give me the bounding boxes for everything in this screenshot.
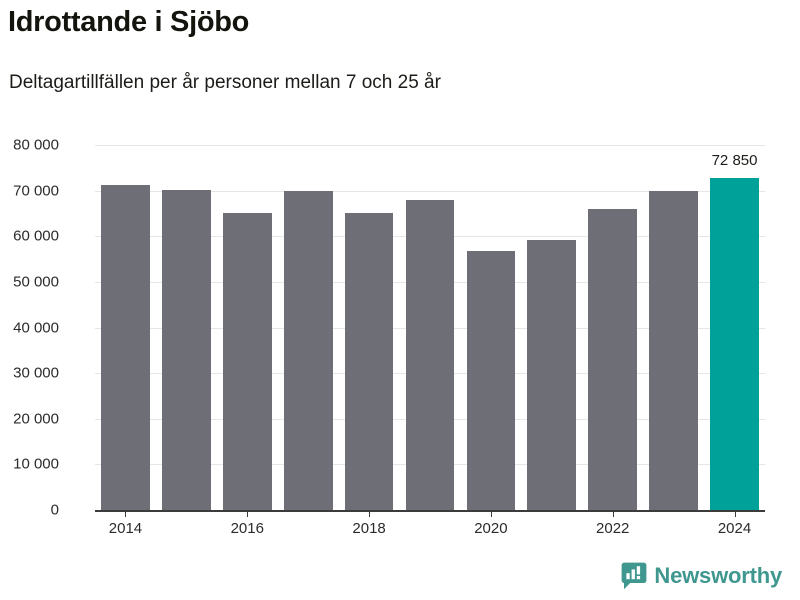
y-axis-tick-label: 60 000 [13,227,59,245]
bar-2022[interactable] [588,209,638,510]
y-axis-tick-label: 30 000 [13,364,59,382]
newsworthy-logo[interactable]: Newsworthy [621,562,782,590]
y-axis-tick-label: 70 000 [13,182,59,200]
x-axis-tick-label: 2024 [717,520,752,537]
bar-2021[interactable] [527,239,577,510]
gridline [95,190,765,192]
bar-2018[interactable] [344,212,394,510]
bar-2023[interactable] [649,190,698,510]
x-axis-tick-label: 2018 [352,520,386,537]
y-axis-tick-label: 50 000 [13,273,59,291]
y-axis-tick-label: 0 [50,501,59,519]
bar-2019[interactable] [405,199,455,510]
bar-2020[interactable] [466,250,516,510]
bar-value-label: 72 850 [711,151,758,169]
page-subtitle: Deltagartillfällen per år personer mella… [9,72,441,93]
x-axis-tick [612,510,614,517]
bar-2016[interactable] [222,213,272,510]
x-axis-tick-label: 2020 [474,520,508,537]
bar-2015[interactable] [162,190,211,510]
y-axis-tick-label: 80 000 [13,136,59,154]
y-axis-tick-label: 20 000 [13,410,59,428]
x-axis: 2014 2016 2018 2020 2022 2024 [95,510,765,550]
bars-area: 72 850 [95,145,765,510]
x-axis-tick-label: 2014 [108,520,143,537]
axis-baseline [95,510,765,512]
x-axis-tick [125,510,127,517]
bar-2017[interactable] [283,190,333,510]
brand-name: Newsworthy [654,563,782,588]
bar-chart-speech-bubble-icon [622,562,647,590]
gridline [95,145,765,146]
page-title: Idrottande i Sjöbo [8,6,250,38]
x-axis-tick [734,510,736,517]
y-axis-tick-label: 10 000 [13,455,59,473]
x-axis-tick [247,510,249,517]
bar-2014[interactable] [101,185,150,510]
bar-2024[interactable] [710,177,759,510]
x-axis-tick-label: 2016 [230,520,264,537]
x-axis-tick [369,510,371,517]
x-axis-tick-label: 2022 [596,520,630,537]
y-axis-tick-label: 40 000 [13,319,59,336]
x-axis-tick [490,510,492,517]
